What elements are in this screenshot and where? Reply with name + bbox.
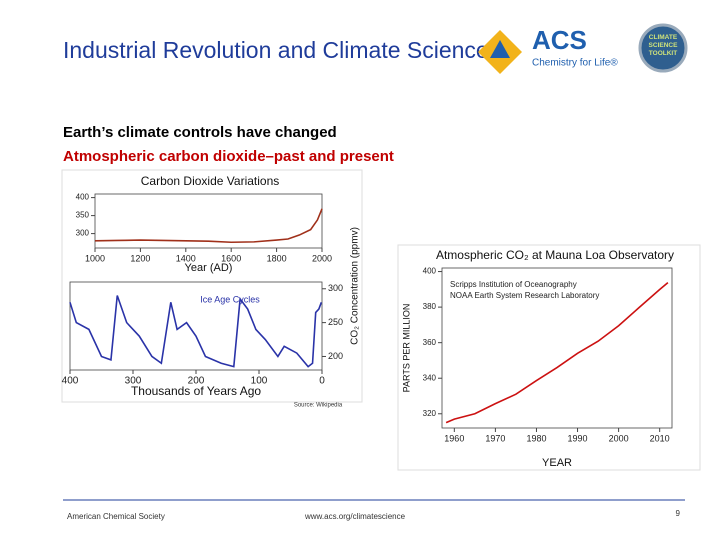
x-tick-label: 1970 bbox=[485, 433, 505, 443]
y-tick-label: 400 bbox=[423, 267, 437, 276]
x-axis-label: YEAR bbox=[542, 457, 572, 469]
plot-area bbox=[441, 267, 673, 429]
annotation: NOAA Earth System Research Laboratory bbox=[450, 291, 599, 300]
x-tick-label: 1200 bbox=[130, 253, 150, 263]
source-note: Source: Wikipedia bbox=[294, 403, 343, 409]
x-tick-label: 200 bbox=[188, 376, 205, 387]
subtitle: Earth’s climate controls have changed bbox=[63, 124, 337, 141]
x-tick-label: 0 bbox=[319, 376, 325, 387]
logo-triangle bbox=[490, 40, 510, 58]
data-line bbox=[445, 281, 669, 424]
data-line bbox=[69, 295, 323, 368]
annotation: Scripps Institution of Oceanography bbox=[450, 280, 577, 289]
x-tick-label: 1000 bbox=[85, 253, 105, 263]
toolkit-badge: CLIMATE SCIENCE TOOLKIT bbox=[638, 23, 688, 73]
x-tick-label: 1980 bbox=[526, 433, 546, 443]
x-tick-label: 1990 bbox=[568, 433, 588, 443]
x-tick-label: 1600 bbox=[221, 253, 241, 263]
y-tick-label: 380 bbox=[423, 302, 437, 311]
y-tick-label: 360 bbox=[423, 338, 437, 347]
x-tick-label: 1400 bbox=[176, 253, 196, 263]
title-text: Industrial Revolution and Climate Scienc… bbox=[63, 37, 489, 63]
y-tick-label: 250 bbox=[328, 317, 343, 327]
y-tick-label: 300 bbox=[76, 229, 90, 238]
logo-tagline: Chemistry for Life® bbox=[532, 58, 618, 69]
x-tick-label: 400 bbox=[62, 376, 79, 387]
x-tick-label: 100 bbox=[251, 376, 268, 387]
chart-frame bbox=[397, 244, 701, 471]
x-tick-label: 2000 bbox=[609, 433, 629, 443]
acs-logo: ACS Chemistry for Life® bbox=[478, 25, 618, 74]
y-tick-label: 200 bbox=[328, 351, 343, 361]
badge-circle bbox=[638, 23, 688, 73]
x-tick-label: 2010 bbox=[650, 433, 670, 443]
data-line bbox=[94, 208, 323, 244]
footer-left: American Chemical Society bbox=[67, 512, 165, 521]
y-tick-label: 340 bbox=[423, 373, 437, 382]
x-tick-label: 1800 bbox=[267, 253, 287, 263]
subtitle-red: Atmospheric carbon dioxide–past and pres… bbox=[63, 148, 394, 165]
x-axis-label: Year (AD) bbox=[185, 262, 233, 274]
x-tick-label: 300 bbox=[125, 376, 142, 387]
chart-title: Atmospheric CO₂ at Mauna Loa Observatory bbox=[436, 248, 674, 262]
page-number: 9 bbox=[676, 509, 681, 518]
y-tick-label: 320 bbox=[423, 409, 437, 418]
chart-title: Carbon Dioxide Variations bbox=[141, 174, 280, 188]
footer-center: www.acs.org/climatescience bbox=[304, 512, 406, 521]
y-axis-label: PARTS PER MILLION bbox=[401, 304, 411, 393]
x-tick-label: 1960 bbox=[444, 433, 464, 443]
logo-text: ACS bbox=[532, 25, 587, 55]
x-axis-label: Thousands of Years Ago bbox=[131, 384, 261, 398]
badge-box: CLIMATE SCIENCE TOOLKIT bbox=[648, 34, 678, 57]
slide-title: Industrial Revolution and Climate Scienc… bbox=[63, 37, 489, 63]
badge-text: CLIMATE SCIENCE TOOLKIT bbox=[648, 34, 678, 57]
annotation: Ice Age Cycles bbox=[200, 294, 260, 304]
plot-area bbox=[94, 193, 323, 249]
x-tick-label: 2000 bbox=[312, 253, 332, 263]
y-axis-label: CO₂ Concentration (ppmv) bbox=[350, 227, 361, 345]
chart-frame bbox=[61, 169, 363, 403]
y-tick-label: 400 bbox=[76, 193, 90, 202]
y-tick-label: 350 bbox=[76, 211, 90, 220]
y-tick-label: 300 bbox=[328, 283, 343, 293]
